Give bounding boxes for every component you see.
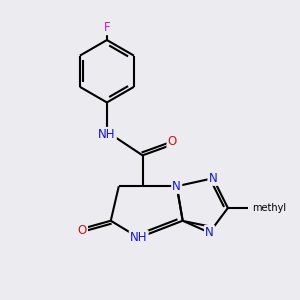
Text: N: N — [172, 180, 181, 193]
Text: F: F — [103, 21, 110, 34]
Text: N: N — [208, 172, 217, 185]
Text: NH: NH — [130, 231, 148, 244]
Text: methyl: methyl — [253, 203, 287, 213]
Text: O: O — [78, 224, 87, 237]
Text: O: O — [168, 135, 177, 148]
Text: N: N — [205, 226, 214, 239]
Text: NH: NH — [98, 128, 116, 141]
